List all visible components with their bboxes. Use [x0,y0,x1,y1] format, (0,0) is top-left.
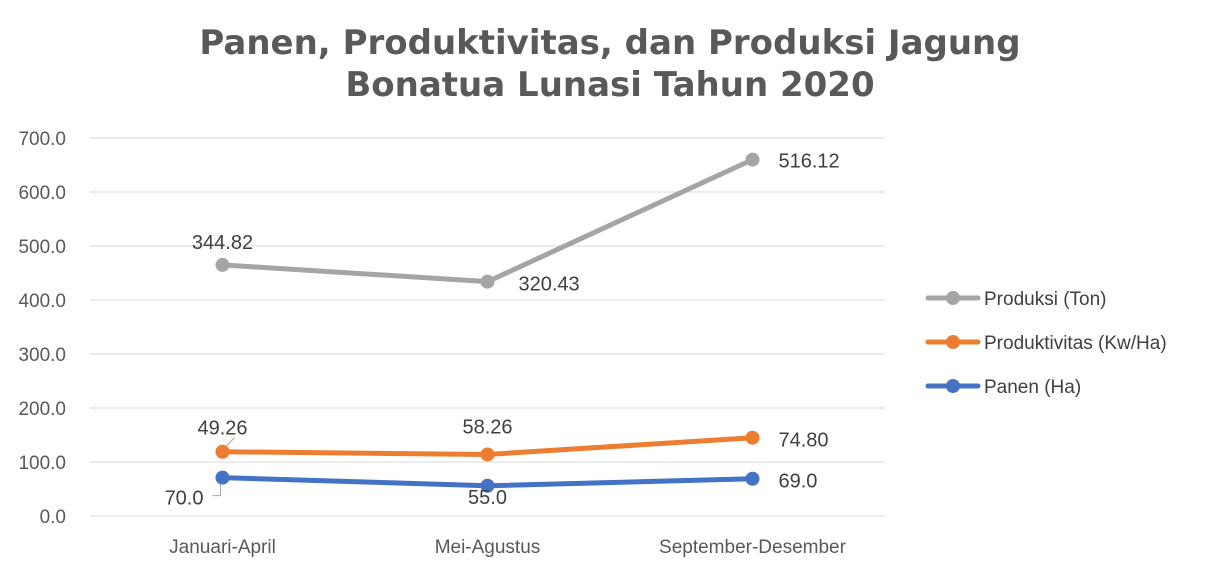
legend-marker [946,335,960,349]
y-tick-label: 700.0 [18,129,66,150]
data-label: 49.26 [197,418,247,440]
x-tick-label: Mei-Agustus [435,537,541,558]
y-tick-label: 200.0 [18,399,66,420]
data-point [215,444,230,459]
data-label: 344.82 [192,232,253,254]
chart-title: Panen, Produktivitas, dan Produksi Jagun… [90,22,1130,106]
legend-label: Panen (Ha) [984,377,1081,398]
leader-line [212,483,221,497]
data-point [480,478,495,493]
data-point [745,430,760,445]
chart-title-line-1: Panen, Produktivitas, dan Produksi Jagun… [199,23,1021,63]
data-label: 55.0 [468,487,507,509]
data-label: 69.0 [779,471,818,493]
axis-labels: 0.0 100.0 200.0 300.0 400.0 500.0 600.0 700.0 Ja… [18,129,846,558]
data-point [215,257,230,272]
data-label: 58.26 [462,416,512,438]
x-tick-label: September-Desember [659,537,847,558]
data-point [745,152,760,167]
gridlines [90,137,885,517]
data-point [480,274,495,289]
leader-line [226,437,235,447]
data-point [215,470,230,485]
data-labels: 344.82 320.43 516.12 49.26 58.26 74.80 70.0 55.… [165,151,840,510]
y-tick-label: 500.0 [18,237,66,258]
data-label: 320.43 [519,274,580,296]
data-label: 70.0 [165,488,204,510]
legend-label: Produktivitas (Kw/Ha) [984,333,1167,354]
y-tick-label: 300.0 [18,345,66,366]
legend-marker [946,379,960,393]
y-tick-label: 400.0 [18,291,66,312]
legend-marker [946,291,960,305]
y-tick-label: 0.0 [40,507,66,528]
data-label: 74.80 [779,430,829,452]
series [215,152,760,493]
y-tick-label: 100.0 [18,453,66,474]
legend-label: Produksi (Ton) [984,289,1107,310]
data-label: 516.12 [779,151,840,173]
data-point [745,471,760,486]
series-line [220,157,755,285]
legend: Produksi (Ton) Produktivitas (Kw/Ha) Panen… [925,289,1167,398]
data-point [480,447,495,462]
x-tick-label: Januari-April [169,537,276,558]
y-tick-label: 600.0 [18,183,66,204]
chart-title-line-2: Bonatua Lunasi Tahun 2020 [345,65,875,105]
